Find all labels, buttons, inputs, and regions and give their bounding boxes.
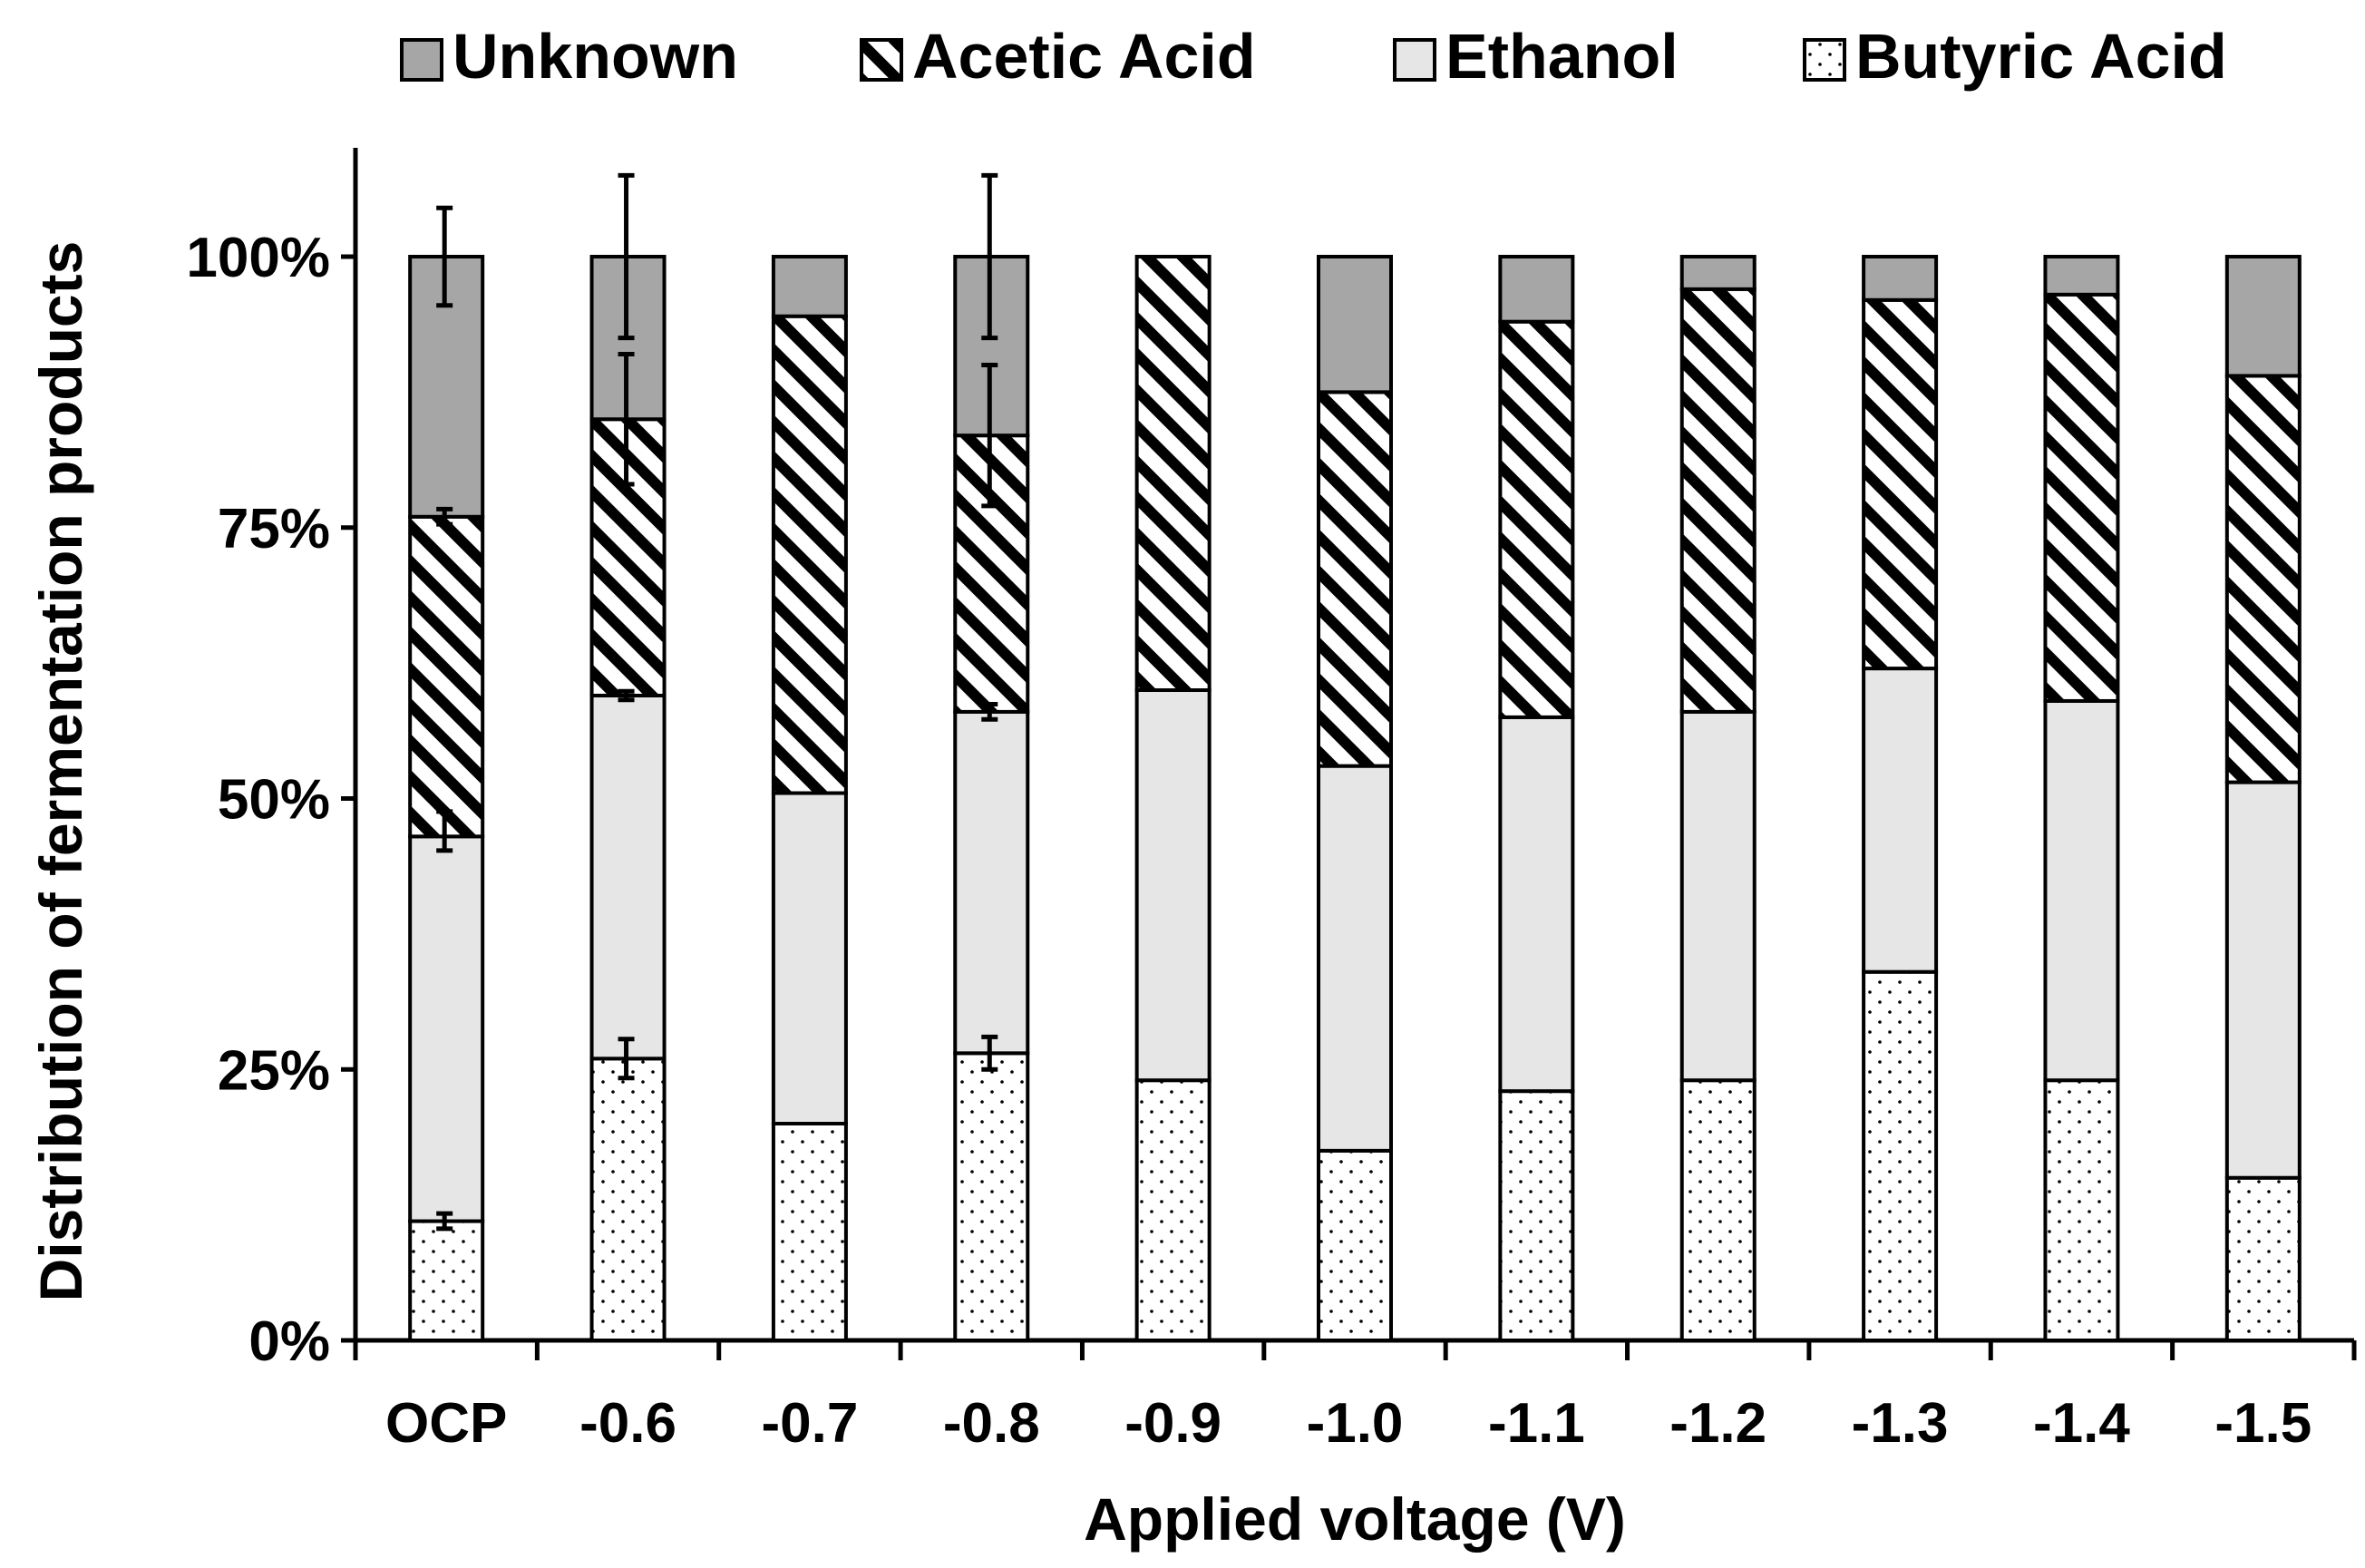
bar-segment-acetic-acid [1498, 319, 1575, 719]
y-tick-label: 0% [248, 1310, 330, 1373]
bar-segment-acetic-acid [1679, 287, 1757, 714]
bar-segment-butyric-acid [2043, 1078, 2120, 1342]
x-tick-label: -1.2 [1669, 1392, 1766, 1455]
y-tick-label: 50% [218, 769, 330, 832]
bar-segment-butyric-acid [1498, 1089, 1575, 1343]
x-axis-title: Applied voltage (V) [1084, 1485, 1626, 1553]
bar-segment-butyric-acid [1134, 1078, 1212, 1342]
bar-segment-butyric-acid [2224, 1175, 2302, 1342]
axes [341, 148, 2357, 1360]
bars [408, 255, 2302, 1343]
x-tick-label: -0.9 [1124, 1392, 1221, 1455]
bar-segment-acetic-acid [1862, 297, 1939, 671]
bar-segment-ethanol [2224, 780, 2302, 1180]
x-tick-label: -0.7 [761, 1392, 858, 1455]
bar-segment-ethanol [1317, 764, 1393, 1153]
bar-segment-unknown [2224, 255, 2302, 378]
bar-segment-unknown [1679, 255, 1757, 291]
legend-label: Acetic Acid [912, 21, 1256, 92]
legend: Unknown Acetic Acid Ethanol Butyric Acid [400, 21, 2227, 92]
bar-segment-unknown [2043, 255, 2120, 297]
bar-segment-butyric-acid [408, 1219, 485, 1343]
legend-swatch-ethanol [1393, 38, 1436, 82]
x-tick-label: -1.1 [1488, 1392, 1585, 1455]
bar-segment-butyric-acid [1317, 1148, 1393, 1342]
bar-segment-ethanol [408, 834, 485, 1223]
bar-segment-ethanol [1862, 667, 1939, 974]
bar-segment-butyric-acid [589, 1057, 667, 1343]
bar-segment-unknown [771, 255, 848, 318]
x-tick-label: OCP [385, 1392, 507, 1455]
x-tick-label: -1.0 [1307, 1392, 1404, 1455]
error-bars [436, 172, 998, 1232]
x-tick-label: -1.4 [2033, 1392, 2130, 1455]
y-axis-title: Distribution of fermentation products [27, 241, 94, 1302]
bar-segment-ethanol [1498, 715, 1575, 1094]
bar-segment-acetic-acid [771, 314, 848, 795]
bar-segment-acetic-acid [408, 514, 485, 839]
bar-segment-unknown [1317, 255, 1393, 394]
bar-segment-butyric-acid [1862, 969, 1939, 1342]
bar-segment-ethanol [2043, 698, 2120, 1083]
bar-segment-ethanol [1679, 709, 1757, 1083]
bar-segment-unknown [1862, 255, 1939, 302]
legend-label: Ethanol [1445, 21, 1679, 92]
legend-swatch-acetic-acid [860, 38, 903, 82]
bar-segment-acetic-acid [2043, 292, 2120, 703]
x-tick-label: -0.6 [579, 1392, 676, 1455]
legend-swatch-unknown [400, 38, 443, 82]
bar-segment-acetic-acid [1317, 390, 1393, 768]
bar-segment-butyric-acid [1679, 1078, 1757, 1342]
legend-label: Unknown [453, 21, 738, 92]
x-tick-label: -1.5 [2214, 1392, 2311, 1455]
bar-segment-butyric-acid [771, 1122, 848, 1342]
bar-segment-ethanol [589, 693, 667, 1061]
bar-segment-butyric-acid [953, 1051, 1030, 1342]
bar-segment-ethanol [953, 709, 1030, 1056]
y-tick-label: 25% [218, 1039, 330, 1102]
x-tick-label: -0.8 [943, 1392, 1040, 1455]
bar-segment-unknown [1498, 255, 1575, 324]
bar-segment-acetic-acid [1134, 255, 1212, 692]
bar-segment-ethanol [1134, 688, 1212, 1083]
bar-segment-acetic-acid [2224, 374, 2302, 784]
legend-label: Butyric Acid [1855, 21, 2227, 92]
x-tick-label: -1.3 [1852, 1392, 1949, 1455]
y-tick-label: 75% [218, 498, 330, 560]
axis-labels: 0% 25% 50% 75% 100% OCP -0.6 -0.7 -0.8 -0.9 -1.0 -1… [27, 227, 2311, 1553]
legend-swatch-butyric-acid [1803, 38, 1846, 82]
bar-segment-ethanol [771, 791, 848, 1126]
y-tick-label: 100% [186, 227, 330, 289]
